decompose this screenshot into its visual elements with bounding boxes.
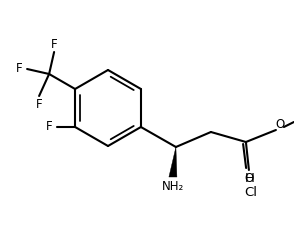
Text: F: F — [16, 63, 22, 76]
Text: F: F — [51, 37, 57, 51]
Text: H: H — [245, 171, 255, 185]
Polygon shape — [169, 147, 177, 177]
Text: O: O — [275, 119, 285, 131]
Text: Cl: Cl — [245, 186, 258, 200]
Text: F: F — [46, 121, 52, 134]
Text: NH₂: NH₂ — [162, 180, 184, 194]
Text: F: F — [36, 98, 42, 112]
Text: O: O — [244, 173, 253, 185]
